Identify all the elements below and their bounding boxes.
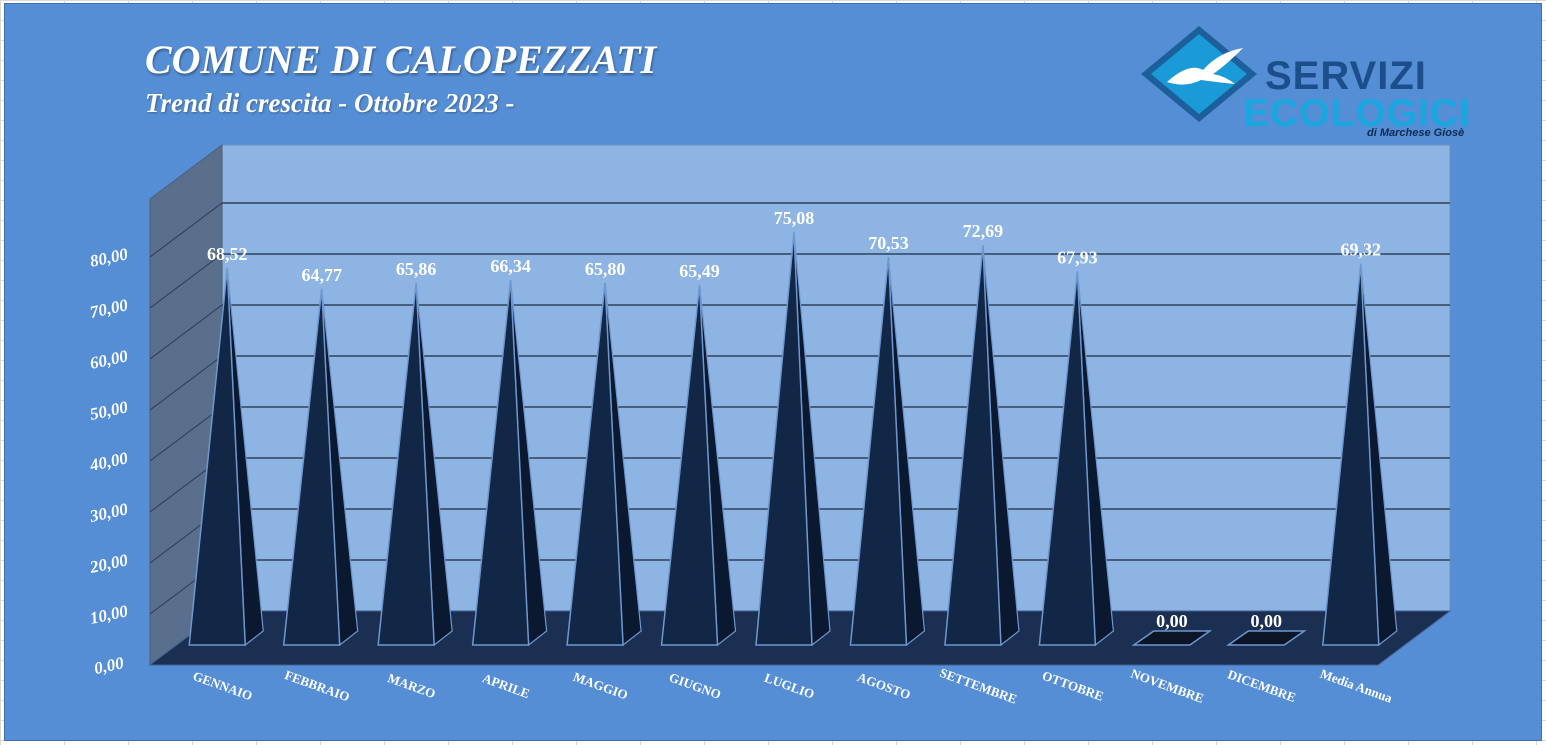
bar bbox=[1131, 630, 1213, 646]
bar-flat bbox=[1225, 630, 1307, 646]
bar bbox=[755, 231, 831, 647]
x-tick-label: SETTEMBRE bbox=[938, 665, 1019, 707]
data-label: 0,00 bbox=[1156, 611, 1188, 631]
data-labels: 68,52 64,77 65,86 66,34 65,80 65,49 75,08 70,53… bbox=[207, 208, 1381, 631]
bar-front bbox=[849, 257, 908, 646]
y-tick-label: 0,00 bbox=[92, 653, 126, 678]
data-label: 65,49 bbox=[679, 261, 720, 281]
y-tick-label: 30,00 bbox=[87, 499, 130, 526]
gridline-side bbox=[149, 406, 223, 462]
gridline-side bbox=[149, 355, 223, 411]
bar-front bbox=[282, 288, 341, 646]
y-tick-label: 10,00 bbox=[88, 601, 130, 628]
bar-front bbox=[377, 282, 435, 646]
x-tick-label: OTTOBRE bbox=[1040, 668, 1105, 704]
logo-text-servizi: SERVIZI bbox=[1265, 54, 1427, 98]
gridline-side bbox=[149, 253, 223, 309]
gridline-side bbox=[149, 304, 223, 360]
bar-front bbox=[755, 231, 813, 646]
bar-front bbox=[660, 284, 719, 646]
x-tick-label: DICEMBRE bbox=[1226, 666, 1298, 705]
bar-front bbox=[944, 245, 1002, 646]
data-label: 72,69 bbox=[963, 221, 1004, 241]
bar bbox=[566, 283, 642, 647]
y-tick-label: 20,00 bbox=[87, 550, 130, 577]
data-label: 75,08 bbox=[774, 208, 815, 228]
bar bbox=[1321, 263, 1398, 647]
x-axis-ticks: GENNAIO FEBBRAIO MARZO APRILE MAGGIO GIUGNO LU… bbox=[191, 665, 1395, 707]
data-label: 69,32 bbox=[1341, 240, 1382, 260]
y-axis-ticks: 0,00 10,00 20,00 30,00 40,00 50,00 60,00 70,00 8… bbox=[87, 244, 130, 678]
bar bbox=[282, 288, 359, 647]
bar bbox=[849, 257, 926, 647]
x-tick-label: NOVEMBRE bbox=[1129, 666, 1206, 706]
data-label: 64,77 bbox=[301, 265, 342, 285]
data-label: 65,80 bbox=[585, 259, 626, 279]
x-tick-label: MARZO bbox=[386, 670, 438, 701]
logo-text-ecologici: ECOLOGICI bbox=[1243, 92, 1471, 135]
bar-front bbox=[1321, 263, 1380, 646]
x-tick-label: GENNAIO bbox=[191, 668, 255, 703]
bar bbox=[660, 284, 737, 647]
chart-title: COMUNE DI CALOPEZZATI bbox=[145, 37, 657, 82]
x-tick-label: FEBBRAIO bbox=[283, 667, 352, 704]
data-label: 66,34 bbox=[490, 256, 531, 276]
x-tick-label: GIUGNO bbox=[667, 669, 723, 702]
bar bbox=[1038, 271, 1115, 647]
data-label: 70,53 bbox=[868, 233, 909, 253]
bar-front bbox=[471, 280, 530, 646]
y-tick-label: 40,00 bbox=[87, 448, 130, 475]
bar-front bbox=[1038, 271, 1097, 646]
x-tick-label: APRILE bbox=[481, 670, 532, 701]
gridline-side bbox=[149, 202, 223, 258]
bar bbox=[944, 245, 1020, 647]
y-tick-label: 70,00 bbox=[88, 295, 130, 322]
x-tick-label: MAGGIO bbox=[571, 669, 630, 703]
x-tick-label: Media Annua bbox=[1318, 666, 1395, 706]
y-tick-label: 50,00 bbox=[88, 397, 130, 424]
x-tick-label: LUGLIO bbox=[763, 670, 817, 702]
bars bbox=[188, 231, 1398, 647]
bar bbox=[377, 282, 453, 647]
y-tick-label: 60,00 bbox=[88, 346, 130, 373]
bar bbox=[1225, 630, 1307, 646]
bar-front bbox=[188, 268, 247, 646]
bar-front bbox=[566, 283, 624, 646]
x-tick-label: AGOSTO bbox=[855, 669, 912, 702]
y-tick-label: 80,00 bbox=[88, 244, 130, 271]
chart-subtitle: Trend di crescita - Ottobre 2023 - bbox=[145, 88, 515, 118]
data-label: 67,93 bbox=[1057, 247, 1098, 267]
company-logo: SERVIZI ECOLOGICI di Marchese Giosè bbox=[1139, 22, 1479, 146]
bar bbox=[471, 280, 548, 647]
bar-flat bbox=[1131, 630, 1213, 646]
data-label: 0,00 bbox=[1251, 611, 1283, 631]
bar bbox=[188, 268, 264, 647]
data-label: 68,52 bbox=[207, 244, 248, 264]
logo-text-owner: di Marchese Giosè bbox=[1367, 127, 1465, 139]
seagull-diamond-icon bbox=[1141, 26, 1257, 122]
data-label: 65,86 bbox=[396, 259, 437, 279]
